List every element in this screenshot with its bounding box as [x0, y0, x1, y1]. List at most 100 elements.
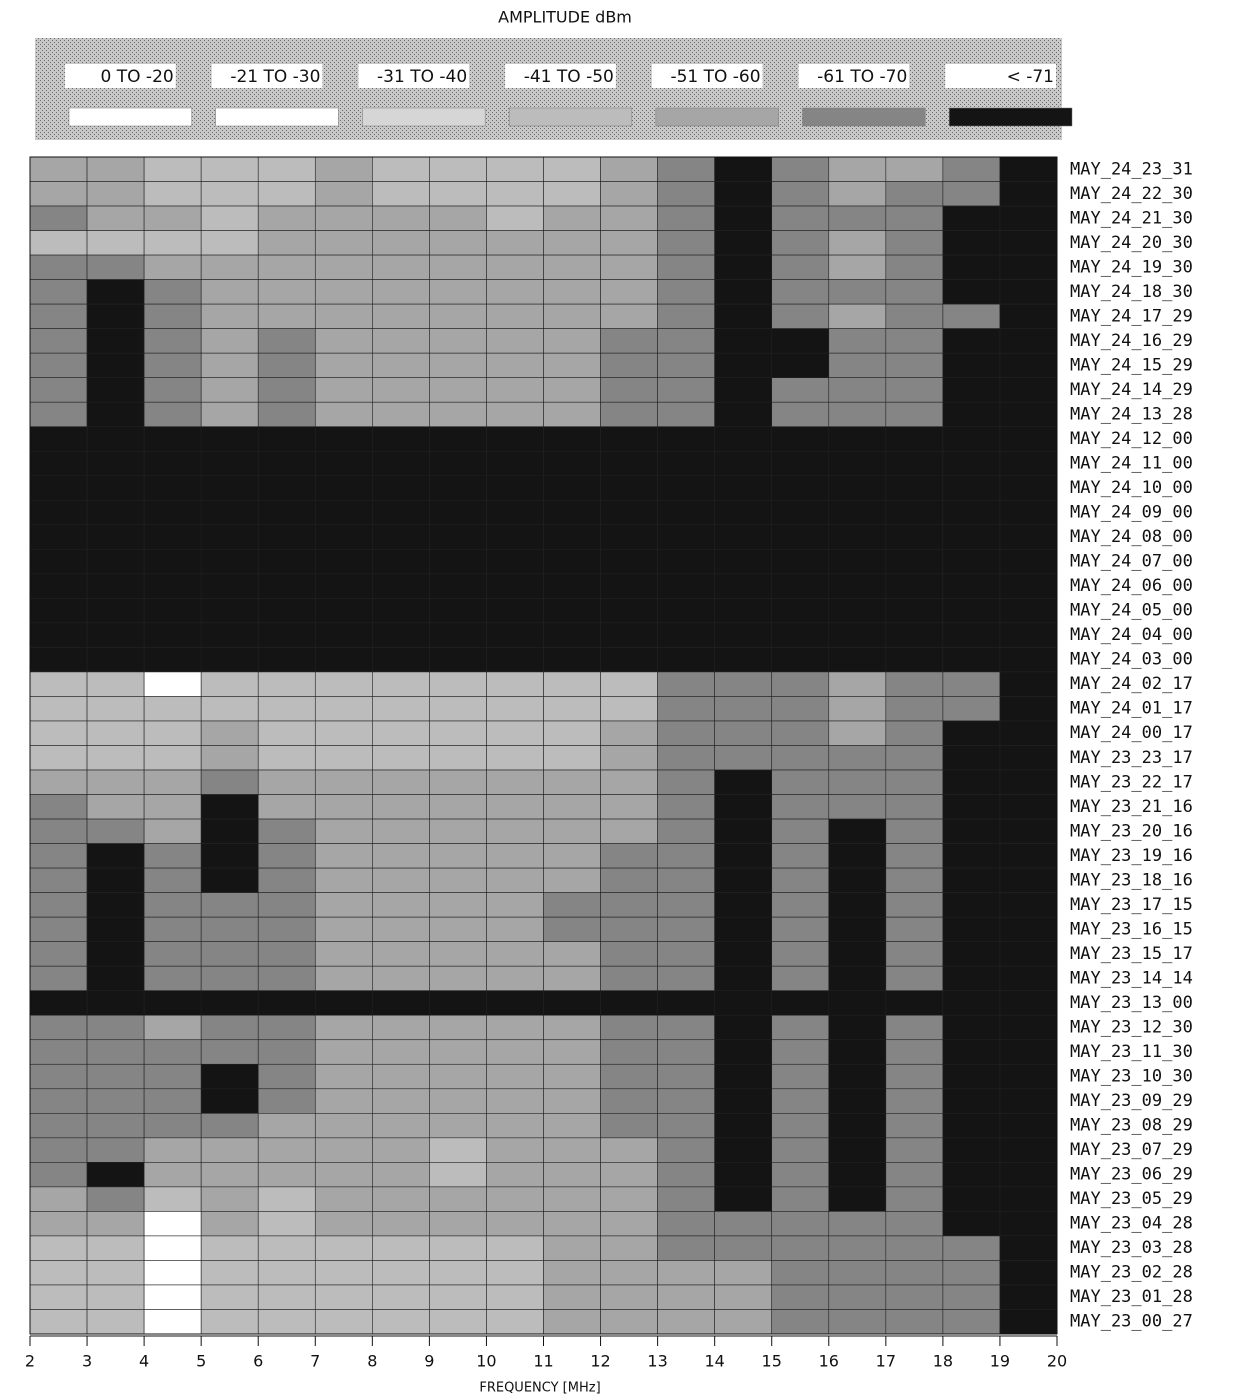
- heatmap-cell: [429, 1260, 487, 1286]
- heatmap-cell: [486, 622, 544, 648]
- heatmap-cell: [314, 401, 373, 428]
- heatmap-cell: [314, 254, 373, 280]
- heatmap-cell: [29, 1186, 88, 1212]
- heatmap-cell: [942, 254, 1001, 280]
- heatmap-cell: [942, 1211, 1001, 1237]
- heatmap-cell: [86, 475, 145, 501]
- heatmap-cell: [771, 328, 830, 354]
- heatmap-cell: [771, 1088, 830, 1114]
- heatmap-cell: [771, 794, 830, 820]
- heatmap-cell: [429, 181, 487, 207]
- heatmap-cell: [143, 916, 202, 942]
- heatmap-cell: [999, 352, 1058, 378]
- heatmap-cell: [657, 328, 715, 354]
- heatmap-cell: [29, 1260, 88, 1286]
- heatmap-cell: [143, 377, 202, 403]
- heatmap-cell: [657, 598, 715, 624]
- row-label: MAY_23_18_16: [1070, 870, 1193, 890]
- heatmap-cell: [143, 1309, 202, 1335]
- heatmap-cell: [714, 303, 773, 329]
- heatmap-cell: [999, 230, 1058, 256]
- heatmap-cell: [143, 990, 202, 1016]
- legend-swatch: [802, 107, 926, 127]
- heatmap-cell: [429, 1186, 487, 1212]
- heatmap-cell: [543, 794, 601, 820]
- plot-frame: [29, 156, 1058, 1335]
- heatmap-cell: [543, 450, 601, 477]
- heatmap-cell: [999, 156, 1058, 182]
- heatmap-cell: [86, 450, 145, 477]
- heatmap-cell: [657, 794, 715, 820]
- heatmap-cell: [372, 254, 430, 280]
- heatmap-cell: [29, 230, 88, 256]
- heatmap-cell: [86, 598, 145, 624]
- heatmap-cell: [29, 499, 88, 526]
- heatmap-cell: [714, 1235, 773, 1261]
- legend-label: -41 TO -50: [524, 67, 614, 87]
- heatmap-cell: [600, 794, 658, 820]
- heatmap-cell: [86, 303, 145, 329]
- heatmap-cell: [771, 990, 830, 1016]
- heatmap-cell: [486, 720, 544, 746]
- row-label: MAY_23_17_15: [1070, 895, 1193, 915]
- heatmap-cell: [942, 916, 1001, 942]
- heatmap-cell: [885, 254, 944, 280]
- heatmap-cell: [885, 1063, 944, 1090]
- heatmap-cell: [999, 549, 1058, 575]
- heatmap-cell: [257, 230, 316, 256]
- row-label: MAY_23_16_15: [1070, 919, 1193, 939]
- heatmap-cell: [942, 426, 1001, 452]
- heatmap-cell: [828, 230, 887, 256]
- heatmap-cell: [372, 892, 430, 918]
- heatmap-cell: [200, 352, 259, 378]
- heatmap-cell: [86, 745, 145, 771]
- heatmap-cell: [200, 769, 259, 795]
- heatmap-cell: [86, 328, 145, 354]
- heatmap-cell: [200, 450, 259, 477]
- row-label: MAY_24_04_00: [1070, 625, 1193, 645]
- heatmap-cell: [657, 720, 715, 746]
- heatmap-cell: [543, 1260, 601, 1286]
- heatmap-cell: [314, 965, 373, 992]
- heatmap-cell: [143, 843, 202, 869]
- heatmap-cell: [600, 254, 658, 280]
- heatmap-cell: [486, 916, 544, 942]
- heatmap-cell: [942, 745, 1001, 771]
- heatmap-cell: [543, 1113, 601, 1139]
- heatmap-cell: [942, 818, 1001, 844]
- heatmap-cell: [486, 573, 544, 599]
- heatmap-cell: [942, 1014, 1001, 1041]
- heatmap-cell: [429, 1235, 487, 1261]
- heatmap-cell: [486, 965, 544, 992]
- heatmap-cell: [372, 401, 430, 428]
- legend-label-box: [358, 64, 470, 88]
- heatmap-cell: [543, 1162, 601, 1188]
- heatmap-cell: [429, 1113, 487, 1139]
- heatmap-cell: [429, 1284, 487, 1310]
- heatmap-cell: [314, 328, 373, 354]
- heatmap-cell: [714, 1088, 773, 1114]
- heatmap-cell: [543, 1235, 601, 1261]
- heatmap-cell: [657, 1309, 715, 1335]
- heatmap-cell: [86, 1088, 145, 1114]
- row-label: MAY_23_14_14: [1070, 968, 1193, 988]
- heatmap-cell: [429, 499, 487, 526]
- heatmap-cell: [429, 475, 487, 501]
- heatmap-cell: [314, 671, 373, 697]
- heatmap-cell: [257, 794, 316, 820]
- heatmap-cell: [372, 352, 430, 378]
- heatmap-cell: [29, 671, 88, 697]
- heatmap-cell: [314, 426, 373, 452]
- heatmap-cell: [486, 1309, 544, 1335]
- heatmap-cell: [29, 279, 88, 305]
- heatmap-cell: [372, 647, 430, 673]
- x-tick-label: 11: [533, 1352, 553, 1371]
- heatmap-cell: [828, 205, 887, 231]
- heatmap-cell: [143, 1113, 202, 1139]
- heatmap-cell: [714, 892, 773, 918]
- heatmap-cell: [257, 990, 316, 1016]
- heatmap-cell: [657, 1284, 715, 1310]
- heatmap-cell: [86, 352, 145, 378]
- heatmap-cell: [257, 499, 316, 526]
- heatmap-cell: [143, 1186, 202, 1212]
